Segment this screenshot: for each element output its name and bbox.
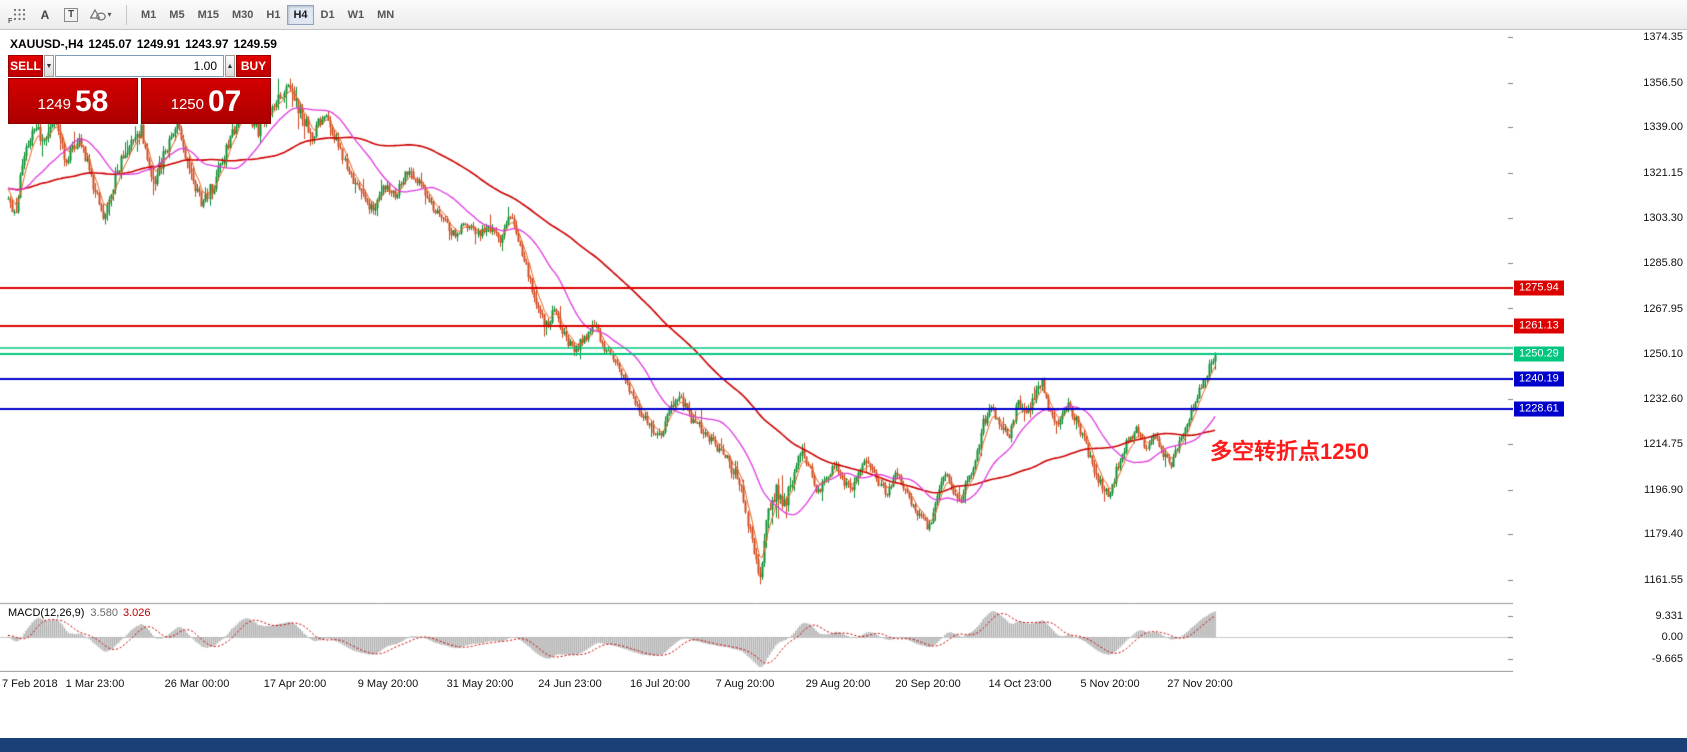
time-tick: 26 Mar 00:00 <box>164 678 230 690</box>
one-click-trade-panel: SELL ▼ ▲ BUY 1249 58 1250 07 <box>8 55 271 124</box>
macd-tick: 9.331 <box>1655 610 1683 622</box>
shapes-tool-button[interactable]: ▾ <box>84 4 118 26</box>
volume-input[interactable] <box>55 55 224 77</box>
dots-grid-tool-button[interactable]: F <box>6 4 32 26</box>
macd-name: MACD(12,26,9) <box>8 607 85 619</box>
price-tick: 1321.15 <box>1643 166 1683 179</box>
price-level-tag: 1261.13 <box>1514 318 1564 334</box>
toolbar-separator <box>126 4 127 25</box>
price-axis[interactable]: 1374.35 1356.50 1339.00 1321.15 1303.30 1285.… <box>1513 30 1687 672</box>
price-level-tag: 1228.61 <box>1514 401 1564 417</box>
symbol-title: XAUUSD-,H4 <box>10 37 84 51</box>
time-tick: 16 Jul 20:00 <box>630 678 690 690</box>
macd-signal-value: 3.026 <box>122 607 151 619</box>
price-tick: 1374.35 <box>1643 31 1683 43</box>
price-tick: 1179.40 <box>1644 528 1683 541</box>
price-level-tag: 1275.94 <box>1514 280 1564 296</box>
chevron-up-icon: ▲ <box>226 62 234 70</box>
price-level-tag: 1240.19 <box>1514 371 1564 387</box>
ask-price-panel[interactable]: 1250 07 <box>141 78 271 124</box>
symbol-ohlc-line: XAUUSD-,H4 1245.07 1249.91 1243.97 1249.59 <box>10 37 282 51</box>
chevron-down-icon: ▾ <box>107 10 112 19</box>
price-level-tag: 1250.29 <box>1514 346 1564 362</box>
price-tick: 1303.30 <box>1643 212 1683 225</box>
text-t-icon: T <box>63 7 79 22</box>
ohlc-open: 1245.07 <box>88 37 132 51</box>
ask-main-digits: 1250 <box>170 96 204 113</box>
dots-grid-icon <box>13 8 25 21</box>
price-tick: 1267.95 <box>1643 302 1683 315</box>
chevron-down-icon: ▼ <box>45 62 53 70</box>
chart-annotation: 多空转折点1250 <box>1210 439 1369 464</box>
timeframe-button-m5[interactable]: M5 <box>169 8 185 21</box>
macd-tick: -9.665 <box>1651 652 1683 665</box>
timeframe-button-m1[interactable]: M1 <box>141 8 157 21</box>
timeframe-button-h4[interactable]: H4 <box>287 4 314 25</box>
tool-f-label: F <box>8 17 13 25</box>
shapes-icon <box>90 8 107 21</box>
price-tick: 1214.75 <box>1643 438 1683 451</box>
timeframe-button-d1[interactable]: D1 <box>320 8 335 21</box>
time-tick: 27 Nov 20:00 <box>1167 678 1233 690</box>
time-tick: 5 Nov 20:00 <box>1080 678 1140 690</box>
price-tick: 1285.80 <box>1643 256 1683 269</box>
timeframe-button-m30[interactable]: M30 <box>231 8 254 21</box>
time-tick: 29 Aug 20:00 <box>805 678 871 690</box>
volume-decrease-button[interactable]: ▼ <box>44 55 54 77</box>
text-a-icon: A <box>40 7 50 22</box>
timeframe-button-mn[interactable]: MN <box>377 8 395 21</box>
price-tick: 1339.00 <box>1643 121 1683 134</box>
toolbar: F A T ▾ M1 M5 M15 M30 H1 H4 D1 W1 MN <box>0 0 1687 30</box>
timeframe-button-m15[interactable]: M15 <box>197 8 219 21</box>
time-tick: 7 Feb 2018 <box>2 678 58 690</box>
text-a-tool-button[interactable]: A <box>32 4 58 26</box>
text-label-tool-button[interactable]: T <box>58 4 84 26</box>
price-tick: 1356.50 <box>1643 76 1683 89</box>
bid-pip-digits: 58 <box>75 85 109 118</box>
trade-panel-controls: SELL ▼ ▲ BUY <box>8 55 271 77</box>
time-tick: 9 May 20:00 <box>357 678 419 690</box>
time-tick: 20 Sep 20:00 <box>895 678 961 690</box>
bid-price-panel[interactable]: 1249 58 <box>8 78 138 124</box>
time-tick: 7 Aug 20:00 <box>715 678 775 690</box>
chart-plot: XAUUSD-,H4 1245.07 1249.91 1243.97 1249.59 S… <box>0 30 1513 672</box>
price-tick: 1250.10 <box>1643 348 1683 361</box>
ask-pip-digits: 07 <box>208 85 242 118</box>
trade-panel-quotes: 1249 58 1250 07 <box>8 78 271 124</box>
ohlc-close: 1249.59 <box>233 37 277 51</box>
time-tick: 24 Jun 23:00 <box>538 678 602 690</box>
sell-button[interactable]: SELL <box>8 55 44 77</box>
timeframe-button-h1[interactable]: H1 <box>266 8 281 21</box>
timeframe-bar: M1 M5 M15 M30 H1 H4 D1 W1 MN <box>135 4 400 25</box>
ohlc-high: 1249.91 <box>136 37 181 51</box>
time-tick: 17 Apr 20:00 <box>263 678 327 690</box>
timeframe-button-w1[interactable]: W1 <box>347 8 365 21</box>
time-tick: 31 May 20:00 <box>446 678 514 690</box>
bottom-gap <box>0 698 1687 738</box>
macd-indicator-label: MACD(12,26,9) 3.580 3.026 <box>8 607 150 619</box>
ohlc-low: 1243.97 <box>185 37 229 51</box>
bottom-bar <box>0 738 1687 752</box>
macd-tick: 0.00 <box>1661 631 1683 643</box>
candlestick-chart-canvas[interactable] <box>0 30 1513 672</box>
bid-main-digits: 1249 <box>37 96 71 113</box>
macd-main-value: 3.580 <box>90 607 118 619</box>
buy-button[interactable]: BUY <box>235 55 271 77</box>
time-tick: 14 Oct 23:00 <box>988 678 1052 690</box>
price-tick: 1196.90 <box>1644 483 1683 496</box>
price-tick: 1232.60 <box>1643 392 1683 405</box>
chart-workspace: XAUUSD-,H4 1245.07 1249.91 1243.97 1249.59 S… <box>0 30 1687 672</box>
volume-increase-button[interactable]: ▲ <box>225 55 235 77</box>
price-tick: 1161.55 <box>1644 574 1683 586</box>
time-tick: 1 Mar 23:00 <box>65 678 125 690</box>
time-axis[interactable]: 7 Feb 2018 1 Mar 23:00 26 Mar 00:00 17 Apr … <box>0 672 1687 698</box>
